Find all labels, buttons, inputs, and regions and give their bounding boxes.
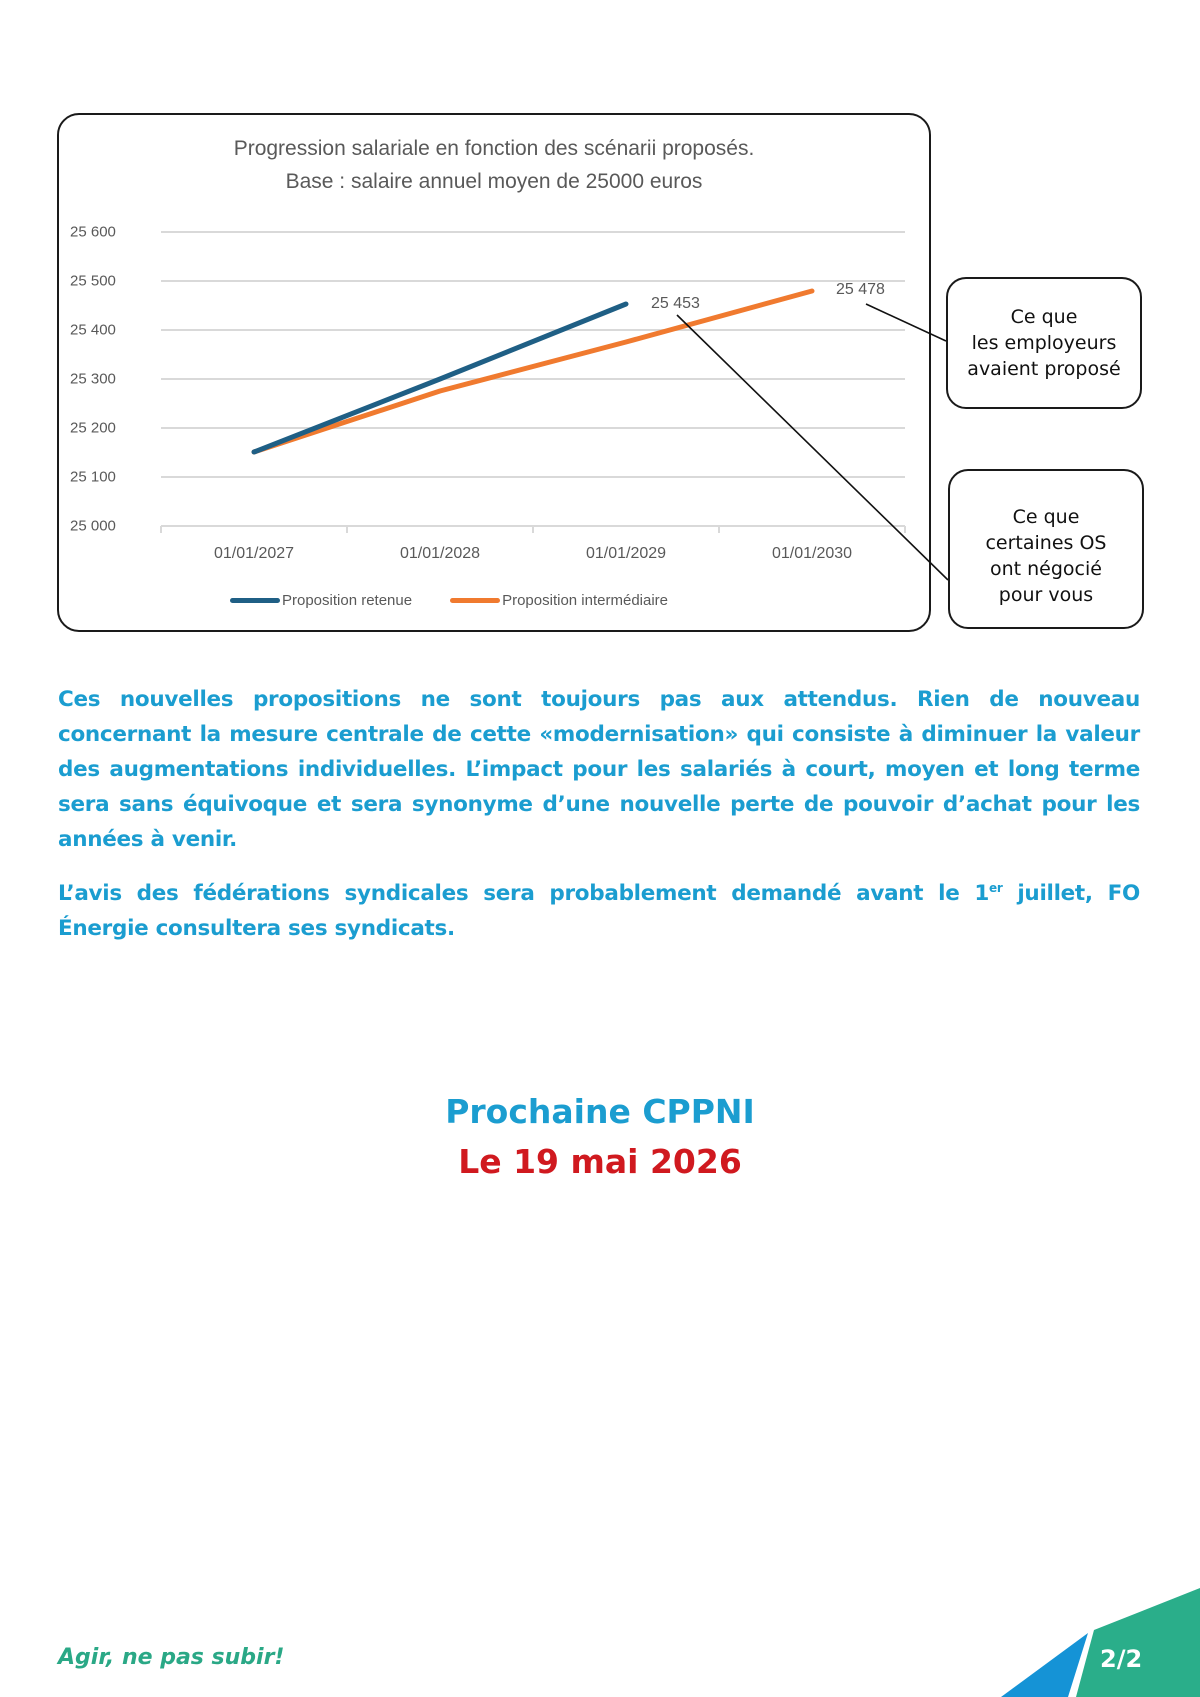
x-tick: 01/01/2030 — [771, 545, 853, 562]
footer-decoration — [1001, 1588, 1200, 1697]
y-tick: 25 600 — [70, 223, 116, 241]
x-tick: 01/01/2027 — [213, 545, 295, 562]
chart-title: Progression salariale en fonction des sc… — [57, 132, 931, 198]
callout-line: certaines OS — [985, 532, 1107, 554]
y-tick: 25 100 — [70, 468, 116, 486]
callout-line: avaient proposé — [967, 358, 1121, 380]
next-meeting-date: Le 19 mai 2026 — [458, 1142, 742, 1181]
callout-line: pour vous — [998, 584, 1094, 606]
callout-employers: Ce que les employeurs avaient proposé — [946, 277, 1142, 409]
page-number: 2/2 — [1100, 1645, 1143, 1673]
series-proposition-intermediaire — [251, 288, 815, 455]
callout-negotiated: Ce que certaines OS ont négocié pour vou… — [948, 469, 1144, 629]
legend-swatch-retenue — [230, 598, 280, 603]
y-tick: 25 400 — [70, 321, 116, 339]
x-tick: 01/01/2029 — [585, 545, 667, 562]
paragraph-text: L’avis des fédérations syndicales sera p… — [58, 881, 990, 906]
y-tick: 25 300 — [70, 370, 116, 388]
series-proposition-retenue — [251, 301, 629, 455]
legend-swatch-intermediaire — [450, 598, 501, 603]
superscript: er — [989, 880, 1003, 895]
data-label-intermediaire: 25 478 — [836, 281, 885, 298]
callout-line: Ce que — [1012, 506, 1080, 528]
callout-line: Ce que — [1010, 306, 1078, 328]
body-paragraph-1: Ces nouvelles propositions ne sont toujo… — [58, 687, 1140, 852]
chart-frame — [57, 113, 931, 632]
chart-plot — [160, 231, 949, 581]
chart-title-line2: Base : salaire annuel moyen de 25000 eur… — [285, 170, 703, 193]
footer-green-shape — [1076, 1588, 1200, 1697]
paragraph-text: juillet, FO Énergie consultera ses syndi… — [58, 881, 1141, 941]
y-tick: 25 200 — [70, 419, 116, 437]
callout-line: les employeurs — [971, 332, 1117, 354]
legend-item-intermediaire: Proposition intermédiaire — [450, 592, 668, 609]
chart-title-line1: Progression salariale en fonction des sc… — [233, 137, 755, 160]
chart-legend: Proposition retenue Proposition interméd… — [230, 592, 706, 609]
data-label-retenue: 25 453 — [651, 295, 700, 312]
connector-employers — [865, 303, 947, 342]
legend-label: Proposition intermédiaire — [502, 592, 669, 609]
y-tick: 25 500 — [70, 272, 116, 290]
next-meeting-title: Prochaine CPPNI — [445, 1092, 755, 1131]
y-tick: 25 000 — [70, 517, 116, 535]
x-tick: 01/01/2028 — [399, 545, 481, 562]
callout-line: ont négocié — [989, 558, 1102, 580]
legend-label: Proposition retenue — [282, 592, 413, 609]
legend-item-retenue: Proposition retenue — [230, 592, 412, 609]
connector-negotiated — [676, 314, 949, 581]
footer-blue-shape — [1001, 1633, 1088, 1697]
body-paragraph-2: L’avis des fédérations syndicales sera p… — [58, 876, 1140, 946]
footer-slogan: Agir, ne pas subir! — [58, 1645, 285, 1670]
